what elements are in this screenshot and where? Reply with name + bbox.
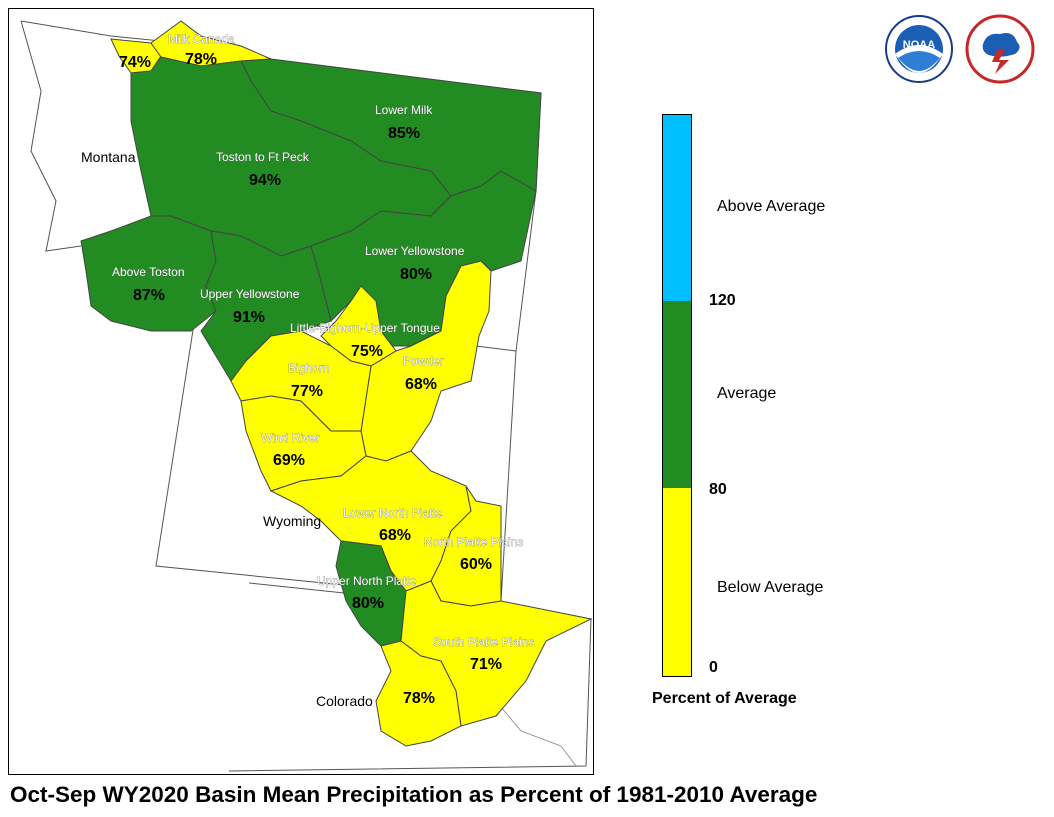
basin-name-10: Wind River (261, 431, 320, 445)
basin-value-7: 75% (351, 343, 383, 360)
basin-name-6: Lower Yellowstone (365, 244, 465, 258)
basin-value-14: 71% (470, 656, 502, 673)
nws-logo (965, 14, 1035, 84)
basin-name-3: Toston to Ft Peck (216, 150, 310, 164)
basin-name-8: Bighorn (288, 361, 329, 375)
basin-name-14: South Platte Plains (433, 635, 534, 649)
page-title: Oct-Sep WY2020 Basin Mean Precipitation … (10, 782, 818, 807)
basin-value-1: 78% (185, 51, 217, 68)
legend-label-above-average: Above Average (717, 198, 826, 215)
basin-value-11: 68% (379, 527, 411, 544)
basin-value-10: 69% (273, 452, 305, 469)
legend-tick-80: 80 (709, 481, 727, 498)
map-frame: Montana Wyoming Colorado 74% Milk Canada… (8, 8, 594, 775)
basin-78-colorado (375, 640, 462, 747)
legend-average-swatch (662, 301, 692, 488)
basin-value-2: 85% (388, 125, 420, 142)
state-label-colorado: Colorado (316, 693, 373, 709)
basin-value-4: 87% (133, 287, 165, 304)
legend-tick-0: 0 (709, 659, 718, 676)
legend-caption: Percent of Average (652, 690, 797, 707)
basin-name-7: Little-Bighorn-Upper Tongue (290, 321, 440, 335)
basin-name-2: Lower Milk (375, 103, 433, 117)
basin-name-5: Upper Yellowstone (200, 287, 300, 301)
basin-value-12: 60% (460, 556, 492, 573)
basin-value-6: 80% (400, 266, 432, 283)
basin-value-5: 91% (233, 309, 265, 326)
basin-map: Montana Wyoming Colorado 74% Milk Canada… (20, 20, 593, 772)
basin-value-9: 68% (405, 376, 437, 393)
legend-tick-120: 120 (709, 292, 736, 309)
legend-label-average: Average (717, 385, 777, 402)
legend-below-average-swatch (662, 488, 692, 677)
state-label-montana: Montana (81, 149, 136, 165)
basin-labels: 74% Milk Canada 78% Lower Milk 85% Tosto… (112, 32, 535, 707)
noaa-logo-text: NOAA (903, 39, 935, 51)
basin-name-9: Powder (403, 354, 444, 368)
state-label-wyoming: Wyoming (263, 513, 321, 529)
legend-label-below-average: Below Average (717, 579, 824, 596)
basin-name-4: Above Toston (112, 265, 185, 279)
basin-name-11: Lower North Platte (343, 506, 443, 520)
basin-value-13: 80% (352, 595, 384, 612)
legend-above-average-swatch (662, 114, 692, 301)
noaa-logo: NOAA (885, 15, 953, 83)
basin-name-12: North Platte Plains (424, 535, 523, 549)
basin-name-1: Milk Canada (168, 32, 235, 46)
basin-value-3: 94% (249, 172, 281, 189)
basin-value-15: 78% (403, 690, 435, 707)
colorado-east-detail (495, 700, 577, 767)
basin-name-13: Upper North Platte (317, 574, 417, 588)
basin-value-8: 77% (291, 383, 323, 400)
basin-value-0: 74% (119, 54, 151, 71)
basin-polygons (80, 20, 593, 747)
montana-west-border (20, 20, 82, 252)
